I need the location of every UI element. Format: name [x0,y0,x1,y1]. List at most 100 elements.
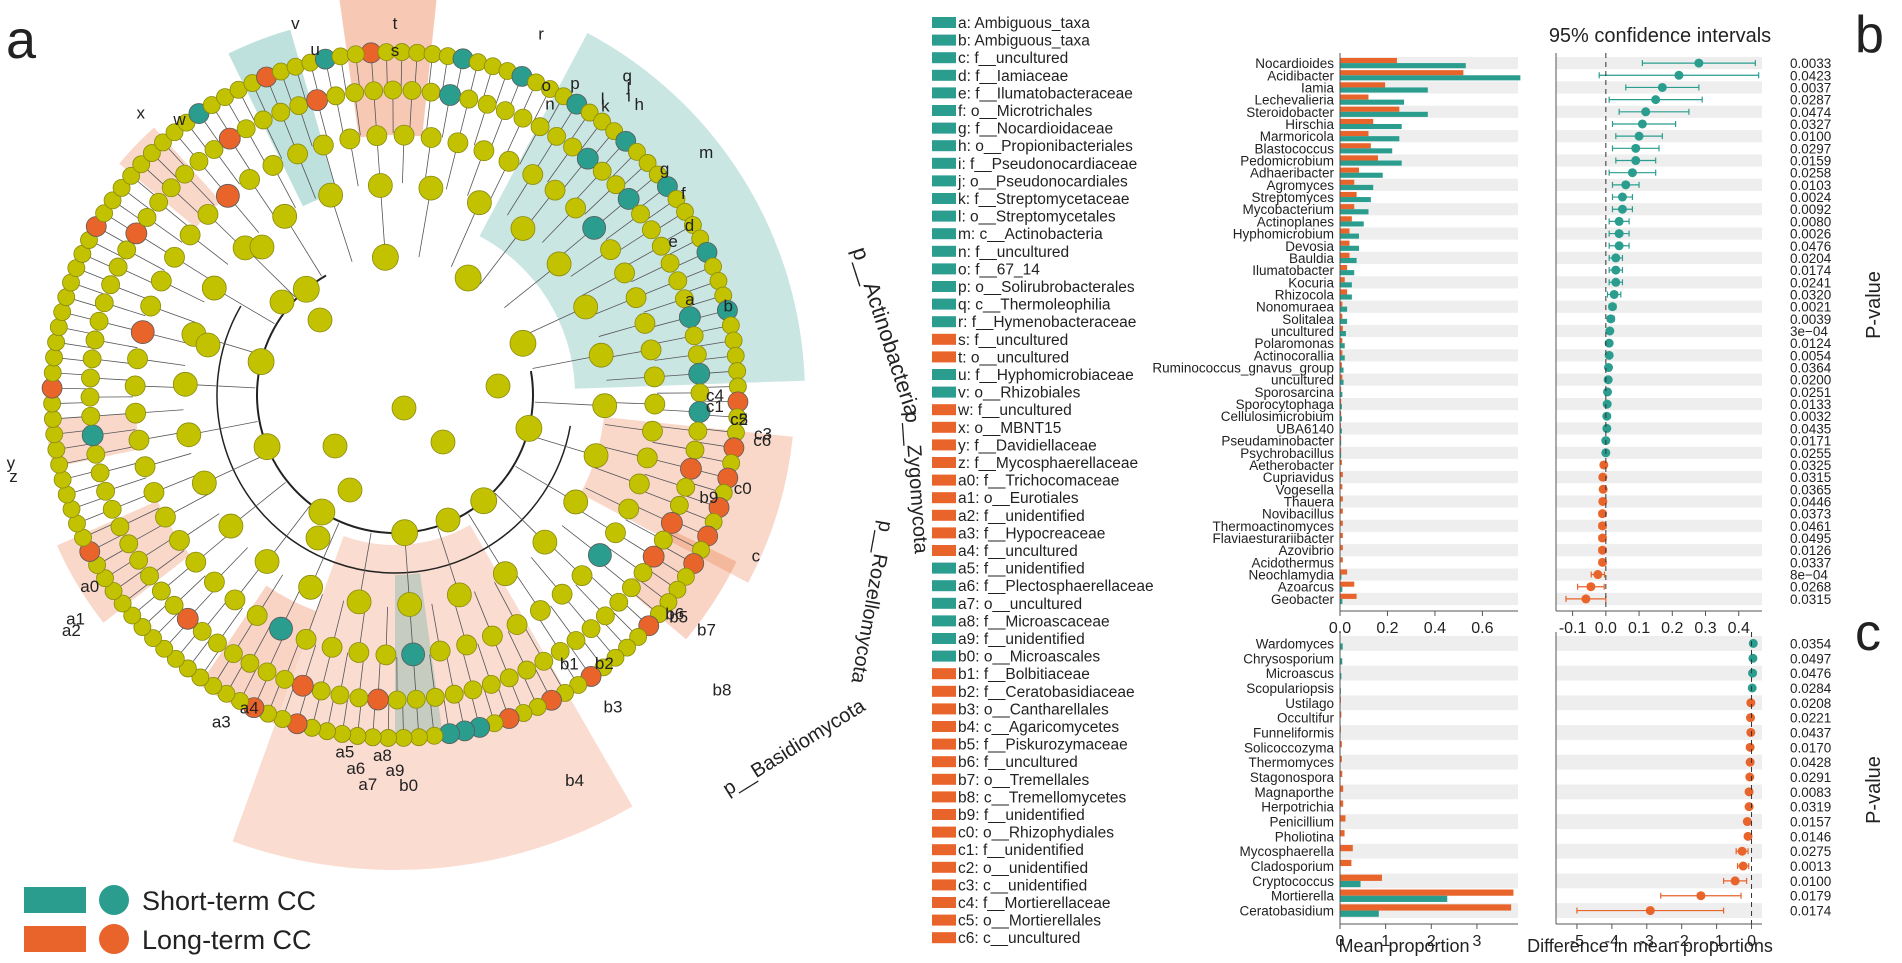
category-label: Flaviaesturariibacter [1212,531,1334,546]
row-band [1556,446,1762,459]
key-item-a6: a6: f__Plectosphaerellaceae [958,578,1154,595]
node [337,477,363,503]
bar-long [1340,94,1369,100]
x-tick-label: 0.2 [1376,620,1398,637]
bar-long [1340,131,1369,137]
row-band [1556,251,1762,265]
category-label: Marmoricola [1260,129,1335,144]
node [311,681,331,701]
diff-point [1606,314,1616,324]
node [143,481,165,503]
node-long [130,320,155,345]
node [565,197,587,219]
node [423,45,442,63]
node [573,294,599,320]
key-item-n: n: f__uncultured [958,244,1069,261]
diff-point [1631,156,1641,166]
node [326,86,346,106]
bar-short [1340,574,1342,580]
category-label: Adhaeribacter [1250,166,1335,181]
node [179,224,201,246]
diff-point [1696,891,1706,901]
bar-long [1340,859,1352,867]
node [43,410,62,428]
p-value: 0.0297 [1790,141,1831,156]
p-value: 0.0495 [1790,531,1831,546]
bar-short [1340,184,1374,190]
bar-long [1340,508,1343,514]
diff-point [1738,861,1748,871]
clade-label-b2: b2 [595,654,614,673]
key-item-d: d: f__Iamiaceae [958,68,1068,85]
node [322,433,348,459]
clade-label-j: j [626,76,631,95]
bar-short [1340,416,1342,422]
clade-label-y: y [7,454,16,473]
node [628,142,646,161]
p-value: 0.0208 [1790,696,1831,711]
node [397,592,423,617]
diff-point [1641,107,1651,117]
category-label: Cryptococcus [1252,874,1334,889]
row-band [1340,276,1518,289]
category-label: Thermoactinomyces [1212,519,1334,534]
category-label: Sporocytophaga [1236,397,1335,412]
x-tick-label: 1 [1381,933,1390,950]
node [165,123,184,142]
clade-label-u: u [310,40,319,59]
bar-short [1340,355,1345,361]
key-swatch-b0 [932,650,956,662]
x-tick-label: 0.4 [1424,620,1446,637]
p-value: 0.0083 [1790,785,1831,800]
clade-label-e: e [668,232,677,251]
node [191,668,210,687]
category-label: Agromyces [1266,178,1334,193]
clade-label-b8: b8 [713,680,732,699]
node [269,289,295,315]
clade-label-a4: a4 [240,699,259,718]
sector-s-t [339,0,437,138]
node-short [617,188,640,210]
node [289,96,309,115]
node [685,440,705,460]
clade-label-c2: c2 [730,410,748,429]
bar-long [1340,874,1382,881]
category-label: Polaromonas [1254,336,1334,351]
node [345,83,365,103]
key-item-x: x: o__MBNT15 [958,420,1061,437]
diff-point [1748,668,1758,678]
node [629,628,648,646]
node [49,318,68,336]
node [155,506,176,528]
row-band [1340,251,1518,265]
bar-long [1340,904,1512,911]
x-tick-label: 0.6 [1471,620,1493,637]
phylum-label-zygomycota: p__Zygomycota [900,411,932,555]
clade-label-p: p [570,74,579,93]
p-value: 0.0032 [1790,409,1831,424]
clade-label-l: l [601,89,605,108]
x-tick-label: -0.1 [1559,620,1587,637]
node [481,625,503,647]
bar-short [1340,598,1343,605]
bar-short [1340,160,1402,166]
category-label: Actinoplanes [1257,214,1335,229]
x-tick-label: 0.1 [1628,620,1650,637]
key-swatch-c4 [932,897,956,908]
diff-point [1674,70,1684,80]
node [287,143,309,165]
node [346,45,365,64]
bar-long [1340,411,1342,417]
diff-point [1657,82,1667,92]
node [684,326,704,346]
phylum-label-actinobacteria: p__Actinobacteria [847,244,925,420]
diff-point [1627,168,1637,178]
bar-long [1340,350,1343,356]
p-value: 0.0435 [1790,421,1831,436]
p-value: 0.0037 [1790,80,1831,95]
node [246,605,268,626]
node [119,534,139,554]
node [129,550,149,570]
node [588,342,614,368]
node [203,571,225,593]
